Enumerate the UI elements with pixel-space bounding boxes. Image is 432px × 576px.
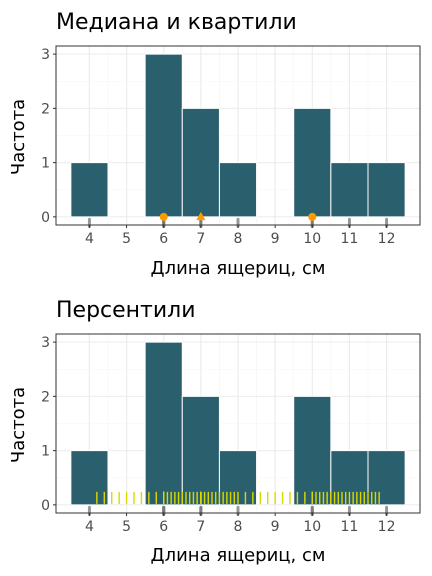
y-tick-label: 0 <box>41 210 50 226</box>
histogram-bar <box>367 162 406 218</box>
x-tick-label: 7 <box>196 231 205 247</box>
x-axis-title: Длина ящериц, см <box>151 258 326 279</box>
histogram-bar <box>144 53 183 218</box>
histogram-bar <box>70 162 109 218</box>
histogram-bar <box>367 450 406 506</box>
y-tick-label: 3 <box>41 335 50 351</box>
histogram-bar <box>144 341 183 506</box>
y-tick-label: 1 <box>41 444 50 460</box>
x-tick-label: 4 <box>85 231 94 247</box>
quartile-marker <box>308 212 317 221</box>
x-tick-label: 7 <box>196 519 205 535</box>
histogram-bar <box>181 107 220 218</box>
histogram-bar <box>70 450 109 506</box>
y-axis: 0 1 2 3 <box>41 47 56 226</box>
x-tick-label: 10 <box>303 519 321 535</box>
x-tick-label: 10 <box>303 231 321 247</box>
x-tick-label: 12 <box>378 231 396 247</box>
quartile-markers <box>159 211 317 221</box>
chart-title: Персентили <box>56 298 196 323</box>
x-tick-label: 8 <box>234 231 243 247</box>
x-tick-label: 5 <box>122 519 131 535</box>
x-axis-title: Длина ящериц, см <box>151 545 326 566</box>
y-tick-label: 2 <box>41 389 50 405</box>
histogram-bars <box>70 53 406 218</box>
x-tick-label: 6 <box>159 519 168 535</box>
x-tick-label: 12 <box>378 519 396 535</box>
x-tick-label: 6 <box>159 231 168 247</box>
histogram-bar <box>293 395 332 506</box>
x-axis: 4 5 6 7 8 9 10 11 12 <box>85 225 396 247</box>
x-tick-label: 11 <box>341 231 359 247</box>
histogram-bar <box>293 107 332 218</box>
histogram-bar <box>218 162 258 218</box>
y-tick-label: 0 <box>41 498 50 514</box>
histogram-bar <box>181 395 220 506</box>
histogram-bar <box>330 162 369 218</box>
chart-title: Медиана и квартили <box>56 10 297 35</box>
x-tick-label: 9 <box>271 231 280 247</box>
y-axis: 0 1 2 3 <box>41 335 56 514</box>
histogram-bars <box>70 341 406 506</box>
x-tick-label: 4 <box>85 519 94 535</box>
x-tick-label: 9 <box>271 519 280 535</box>
y-tick-label: 3 <box>41 47 50 63</box>
y-axis-title: Частота <box>8 99 29 175</box>
quartile-marker <box>159 212 168 221</box>
y-tick-label: 1 <box>41 156 50 172</box>
x-tick-label: 11 <box>341 519 359 535</box>
median-marker <box>196 211 206 221</box>
x-axis: 4 5 6 7 8 9 10 11 12 <box>85 513 396 535</box>
y-tick-label: 2 <box>41 101 50 117</box>
x-tick-label: 5 <box>122 231 131 247</box>
percentile-ticks <box>96 491 380 504</box>
y-axis-title: Частота <box>8 387 29 463</box>
x-tick-label: 8 <box>234 519 243 535</box>
